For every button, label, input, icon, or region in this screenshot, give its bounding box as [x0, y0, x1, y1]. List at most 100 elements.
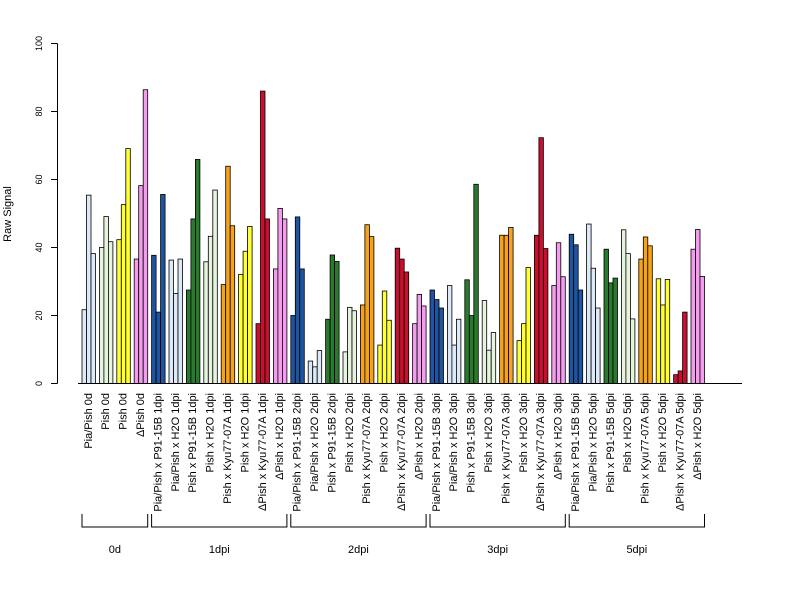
bar	[516, 340, 522, 384]
bar	[464, 279, 470, 384]
bar	[551, 285, 557, 384]
bar	[660, 304, 666, 384]
category-label: Pish x H2O 5dpi	[622, 393, 634, 472]
category-label: Pish x H2O 2dpi	[344, 393, 356, 472]
category-labels: Pia/Pish 0d Pish 0d Pish 0d ΔPish 0d Pia/Pis…	[83, 393, 704, 512]
bar	[220, 284, 227, 384]
category-label: Pia/Pish x H2O 5dpi	[587, 393, 599, 491]
bar	[642, 236, 649, 384]
category-label: Pish x Kyu77-07A 5dpi	[640, 393, 652, 504]
bar	[207, 235, 214, 384]
category-label: Pish x H2O 3dpi	[483, 393, 495, 472]
bar	[203, 261, 209, 384]
bar	[264, 218, 270, 384]
bar	[538, 137, 544, 384]
category-label: Pish x H2O 5dpi	[657, 393, 669, 472]
bar	[638, 258, 644, 384]
category-label: ΔPish x H2O 1dpi	[274, 393, 286, 480]
bar	[155, 311, 162, 384]
bar	[312, 366, 318, 384]
bar	[586, 223, 592, 384]
category-label: Pia/Pish x P91-15B 1dpi	[152, 393, 164, 512]
bar	[677, 370, 683, 384]
bar	[490, 332, 497, 384]
bar	[521, 323, 527, 384]
bar	[81, 309, 87, 384]
bar	[133, 258, 140, 384]
group-bracket	[568, 514, 705, 528]
category-label: Pish x P91-15B 3dpi	[466, 393, 478, 493]
bar	[568, 233, 575, 384]
bar	[364, 224, 370, 384]
bar	[342, 351, 348, 384]
category-label: Pish x P91-15B 2dpi	[326, 393, 338, 493]
bar	[664, 279, 671, 384]
category-label: ΔPish x Kyu77-07A 3dpi	[535, 393, 547, 511]
bar	[190, 218, 196, 384]
bar	[446, 285, 453, 384]
category-label: Pia/Pish x H2O 2dpi	[309, 393, 321, 491]
bar	[108, 241, 114, 384]
bar	[695, 229, 701, 384]
category-label: Pish x P91-15B 5dpi	[605, 393, 617, 493]
bar	[212, 189, 218, 384]
bar	[185, 289, 192, 384]
y-tick-label: 40	[34, 242, 44, 252]
bar	[394, 247, 401, 384]
bar	[368, 236, 375, 384]
bar	[555, 242, 562, 384]
bar	[508, 227, 514, 384]
bar	[577, 289, 584, 384]
category-label: ΔPish x H2O 2dpi	[413, 393, 425, 480]
category-label: Pish x H2O 1dpi	[239, 393, 251, 472]
category-label: Pish x H2O 3dpi	[518, 393, 530, 472]
bar	[416, 294, 423, 384]
bar	[225, 165, 231, 384]
bar	[525, 267, 531, 384]
bar	[281, 218, 288, 384]
group-brackets: 0d 1dpi 2dpi 3dpi 5dpi	[81, 514, 705, 556]
bar	[560, 276, 566, 384]
bar	[160, 194, 166, 384]
bar	[486, 349, 492, 384]
category-label: Pia/Pish x P91-15B 3dpi	[431, 393, 443, 512]
bar	[595, 307, 601, 384]
group-label: 1dpi	[209, 544, 230, 556]
bar	[434, 299, 440, 384]
y-tick-label: 0	[34, 381, 44, 386]
bar	[194, 159, 201, 384]
bar	[120, 204, 127, 384]
bar	[499, 234, 505, 384]
bar	[455, 318, 462, 384]
bar	[272, 268, 279, 384]
group-label: 3dpi	[487, 544, 508, 556]
bar	[260, 90, 266, 384]
group-label: 2dpi	[348, 544, 369, 556]
bar	[543, 248, 549, 384]
bar	[630, 318, 636, 384]
bar	[277, 207, 283, 384]
bar	[655, 278, 662, 384]
bar	[138, 185, 144, 384]
bar	[347, 306, 353, 384]
category-label: ΔPish x H2O 5dpi	[692, 393, 704, 480]
category-label: Pia/Pish x H2O 3dpi	[448, 393, 460, 491]
category-label: ΔPish 0d	[135, 393, 147, 437]
y-axis: 0 20 40 60 80 100	[34, 36, 58, 386]
bar	[590, 267, 596, 384]
bar	[290, 315, 296, 384]
bar	[399, 258, 405, 384]
bar	[612, 277, 618, 384]
bar	[534, 234, 540, 384]
category-label: Pish 0d	[100, 393, 112, 430]
bar	[621, 229, 627, 384]
bar	[682, 311, 688, 384]
bar	[468, 315, 475, 384]
bar	[125, 148, 131, 384]
bar	[608, 282, 614, 384]
category-label: ΔPish x H2O 3dpi	[553, 393, 565, 480]
y-axis-title: Raw Signal	[2, 186, 14, 242]
bar	[403, 271, 410, 384]
bar	[255, 323, 261, 384]
